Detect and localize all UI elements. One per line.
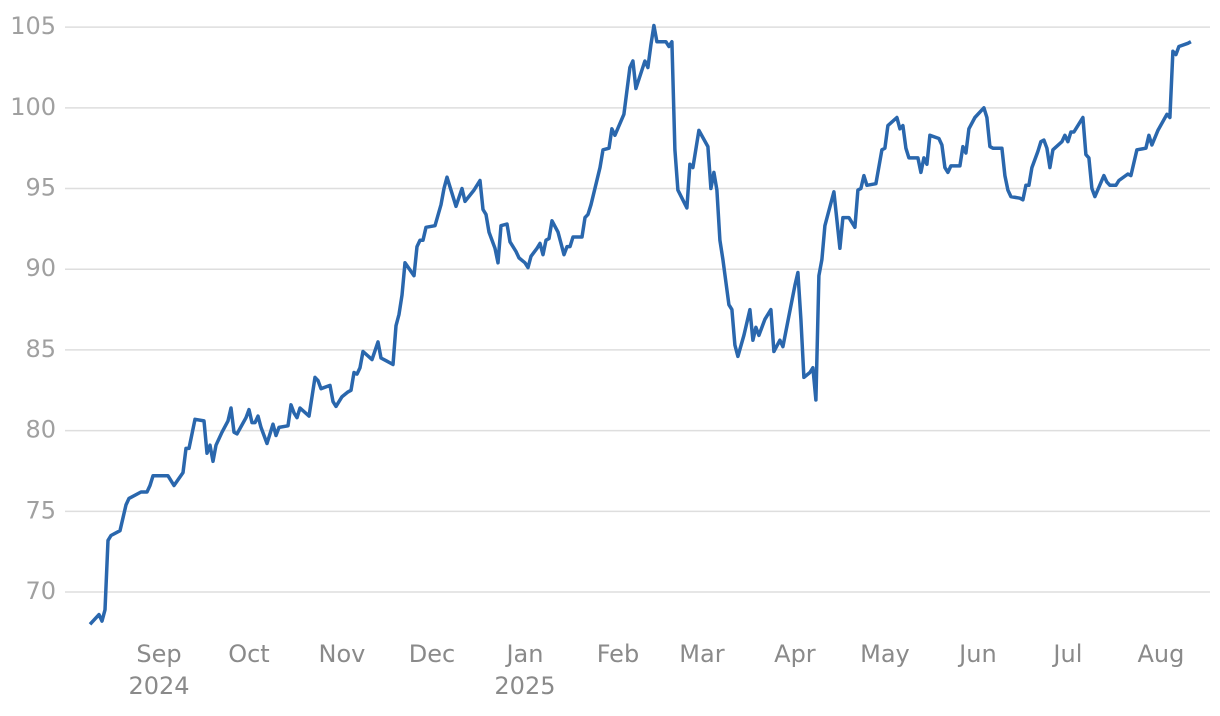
y-tick-label: 80 [25,416,56,444]
x-tick-label: Dec [408,640,456,668]
y-tick-label: 100 [10,93,56,121]
x-tick-label: Oct [228,640,270,668]
y-tick-label: 105 [10,12,56,40]
x-tick-label: Nov [318,640,366,668]
y-tick-label: 85 [25,335,56,363]
price-line [88,23,1192,626]
x-tick-label: Feb [596,640,640,668]
y-tick-label: 95 [25,174,56,202]
x-tick-label: May [860,640,910,668]
x-tick-label: Jun [959,640,997,668]
x-tick-label: Jan 2025 [494,640,556,700]
x-tick-label: Jul [1053,640,1083,668]
x-tick-label: Aug [1137,640,1185,668]
y-tick-label: 75 [25,496,56,524]
y-tick-label: 70 [25,577,56,605]
y-tick-label: 90 [25,254,56,282]
x-tick-label: Apr [774,640,816,668]
x-tick-label: Mar [679,640,725,668]
x-tick-label: Sep 2024 [128,640,190,700]
